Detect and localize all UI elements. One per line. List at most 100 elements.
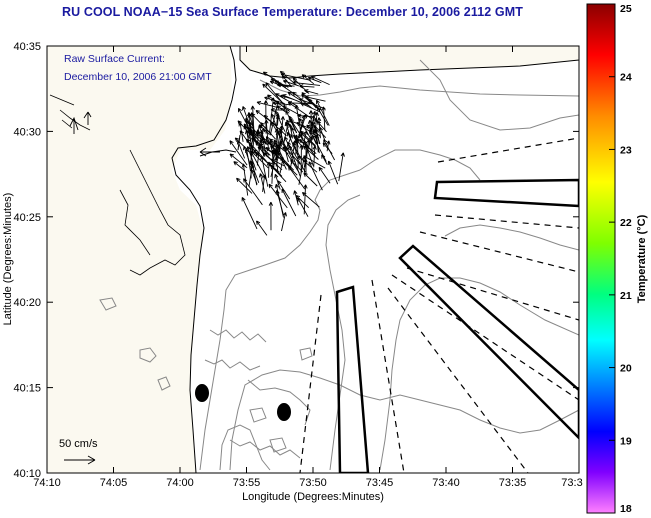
- x-tick-label: 73:3: [561, 477, 582, 489]
- x-axis-ticks: 74:10 74:05 74:00 73:55 73:50 73:45 73:40 73:35…: [33, 46, 583, 489]
- current-arrow: [301, 130, 308, 150]
- current-arrow: [312, 135, 327, 162]
- contour-islands: [99, 297, 313, 453]
- current-arrow: [296, 122, 315, 136]
- current-arrow: [307, 76, 322, 84]
- land-long-island: [239, 46, 579, 79]
- current-arrow: [311, 115, 316, 127]
- colorbar-label: Temperature (°C): [636, 214, 648, 303]
- current-arrow: [250, 169, 258, 185]
- dashed-ray-8: [299, 294, 322, 473]
- x-tick-label: 73:35: [499, 477, 527, 489]
- colorbar-tick-label: 21: [620, 290, 632, 302]
- x-tick-label: 73:45: [366, 477, 394, 489]
- current-arrow: [294, 104, 302, 134]
- dashed-ray-5: [391, 274, 579, 401]
- current-arrow: [253, 149, 273, 168]
- current-arrow: [234, 137, 247, 150]
- x-tick-label: 74:10: [33, 477, 61, 489]
- current-arrow: [275, 112, 280, 128]
- buoy-marker-1: [195, 384, 209, 402]
- contour-east: [444, 224, 579, 251]
- y-axis-label: Latitude (Degrees:Minutes): [2, 193, 14, 326]
- current-arrow: [316, 99, 330, 126]
- colorbar-tick-label: 20: [620, 363, 632, 375]
- current-arrow: [281, 188, 297, 217]
- current-arrow: [301, 74, 315, 85]
- x-tick-label: 73:40: [432, 477, 460, 489]
- current-arrow: [270, 107, 290, 113]
- current-arrow: [298, 133, 316, 157]
- current-arrow: [251, 136, 271, 156]
- current-arrow: [321, 154, 328, 165]
- current-arrow: [284, 134, 293, 152]
- left-vector-3: [199, 147, 220, 157]
- contour-shelf-1: [199, 169, 361, 471]
- dashed-ray-3: [419, 231, 579, 273]
- dashed-ray-4: [406, 267, 579, 321]
- annotation-line2: December 10, 2006 21:00 GMT: [64, 71, 212, 83]
- current-arrow: [287, 101, 313, 120]
- current-arrow: [229, 140, 248, 166]
- current-arrow: [297, 197, 309, 217]
- contour-wiggles: [204, 329, 301, 459]
- left-vector-2: [83, 111, 92, 125]
- contour-sw-detail: [219, 379, 311, 471]
- dashed-ray-1: [437, 137, 579, 163]
- contour-north: [259, 79, 579, 97]
- current-arrow: [281, 212, 287, 232]
- y-axis-ticks: 40:35 40:30 40:25 40:20 40:15 40:10: [13, 41, 579, 480]
- current-arrow: [236, 177, 253, 194]
- current-arrow: [244, 130, 253, 157]
- colorbar-tick-label: 24: [620, 72, 632, 84]
- land-area: [47, 46, 232, 473]
- sector-outline-2: [398, 244, 579, 440]
- current-arrow: [272, 101, 291, 106]
- current-arrow: [305, 95, 326, 102]
- current-arrow: [327, 160, 339, 185]
- current-arrow: [262, 152, 277, 165]
- current-arrow: [256, 100, 286, 110]
- current-arrow: [308, 110, 314, 131]
- y-tick-label: 40:20: [13, 297, 41, 309]
- current-arrow: [316, 107, 329, 126]
- current-arrow: [268, 201, 274, 231]
- colorbar-tick-label: 22: [620, 217, 632, 229]
- current-arrow: [273, 139, 287, 165]
- current-arrow: [308, 161, 323, 191]
- current-arrow: [277, 82, 295, 87]
- current-arrow: [233, 161, 246, 172]
- colorbar-tick-label: 23: [620, 144, 632, 156]
- current-arrow: [274, 183, 284, 218]
- x-tick-label: 74:00: [166, 477, 194, 489]
- y-tick-label: 40:35: [13, 41, 41, 53]
- current-arrow: [282, 94, 310, 107]
- y-tick-label: 40:25: [13, 212, 41, 224]
- current-arrow: [292, 77, 310, 94]
- y-tick-label: 40:15: [13, 383, 41, 395]
- contour-north-2: [419, 59, 579, 131]
- current-arrow: [246, 146, 257, 171]
- annotation-line1: Raw Surface Current:: [64, 53, 165, 65]
- dashed-ray-6: [387, 287, 529, 473]
- current-arrow: [270, 158, 285, 167]
- current-arrow: [268, 183, 288, 209]
- inner-coast: [119, 149, 186, 276]
- current-arrow: [281, 75, 292, 87]
- current-arrow: [246, 112, 252, 142]
- current-arrow: [256, 220, 268, 236]
- x-tick-label: 73:50: [299, 477, 327, 489]
- current-arrow: [255, 110, 277, 127]
- sector-outline-1: [433, 178, 579, 208]
- sandy-hook: [199, 134, 241, 157]
- current-arrow: [338, 152, 345, 182]
- colorbar: [586, 3, 616, 514]
- scale-arrow: [64, 455, 96, 465]
- current-arrow: [282, 105, 302, 117]
- current-arrow: [241, 197, 258, 230]
- current-arrow: [304, 136, 313, 162]
- current-arrow: [255, 132, 275, 147]
- current-arrow: [292, 91, 313, 109]
- sector-outline-3: [335, 285, 370, 473]
